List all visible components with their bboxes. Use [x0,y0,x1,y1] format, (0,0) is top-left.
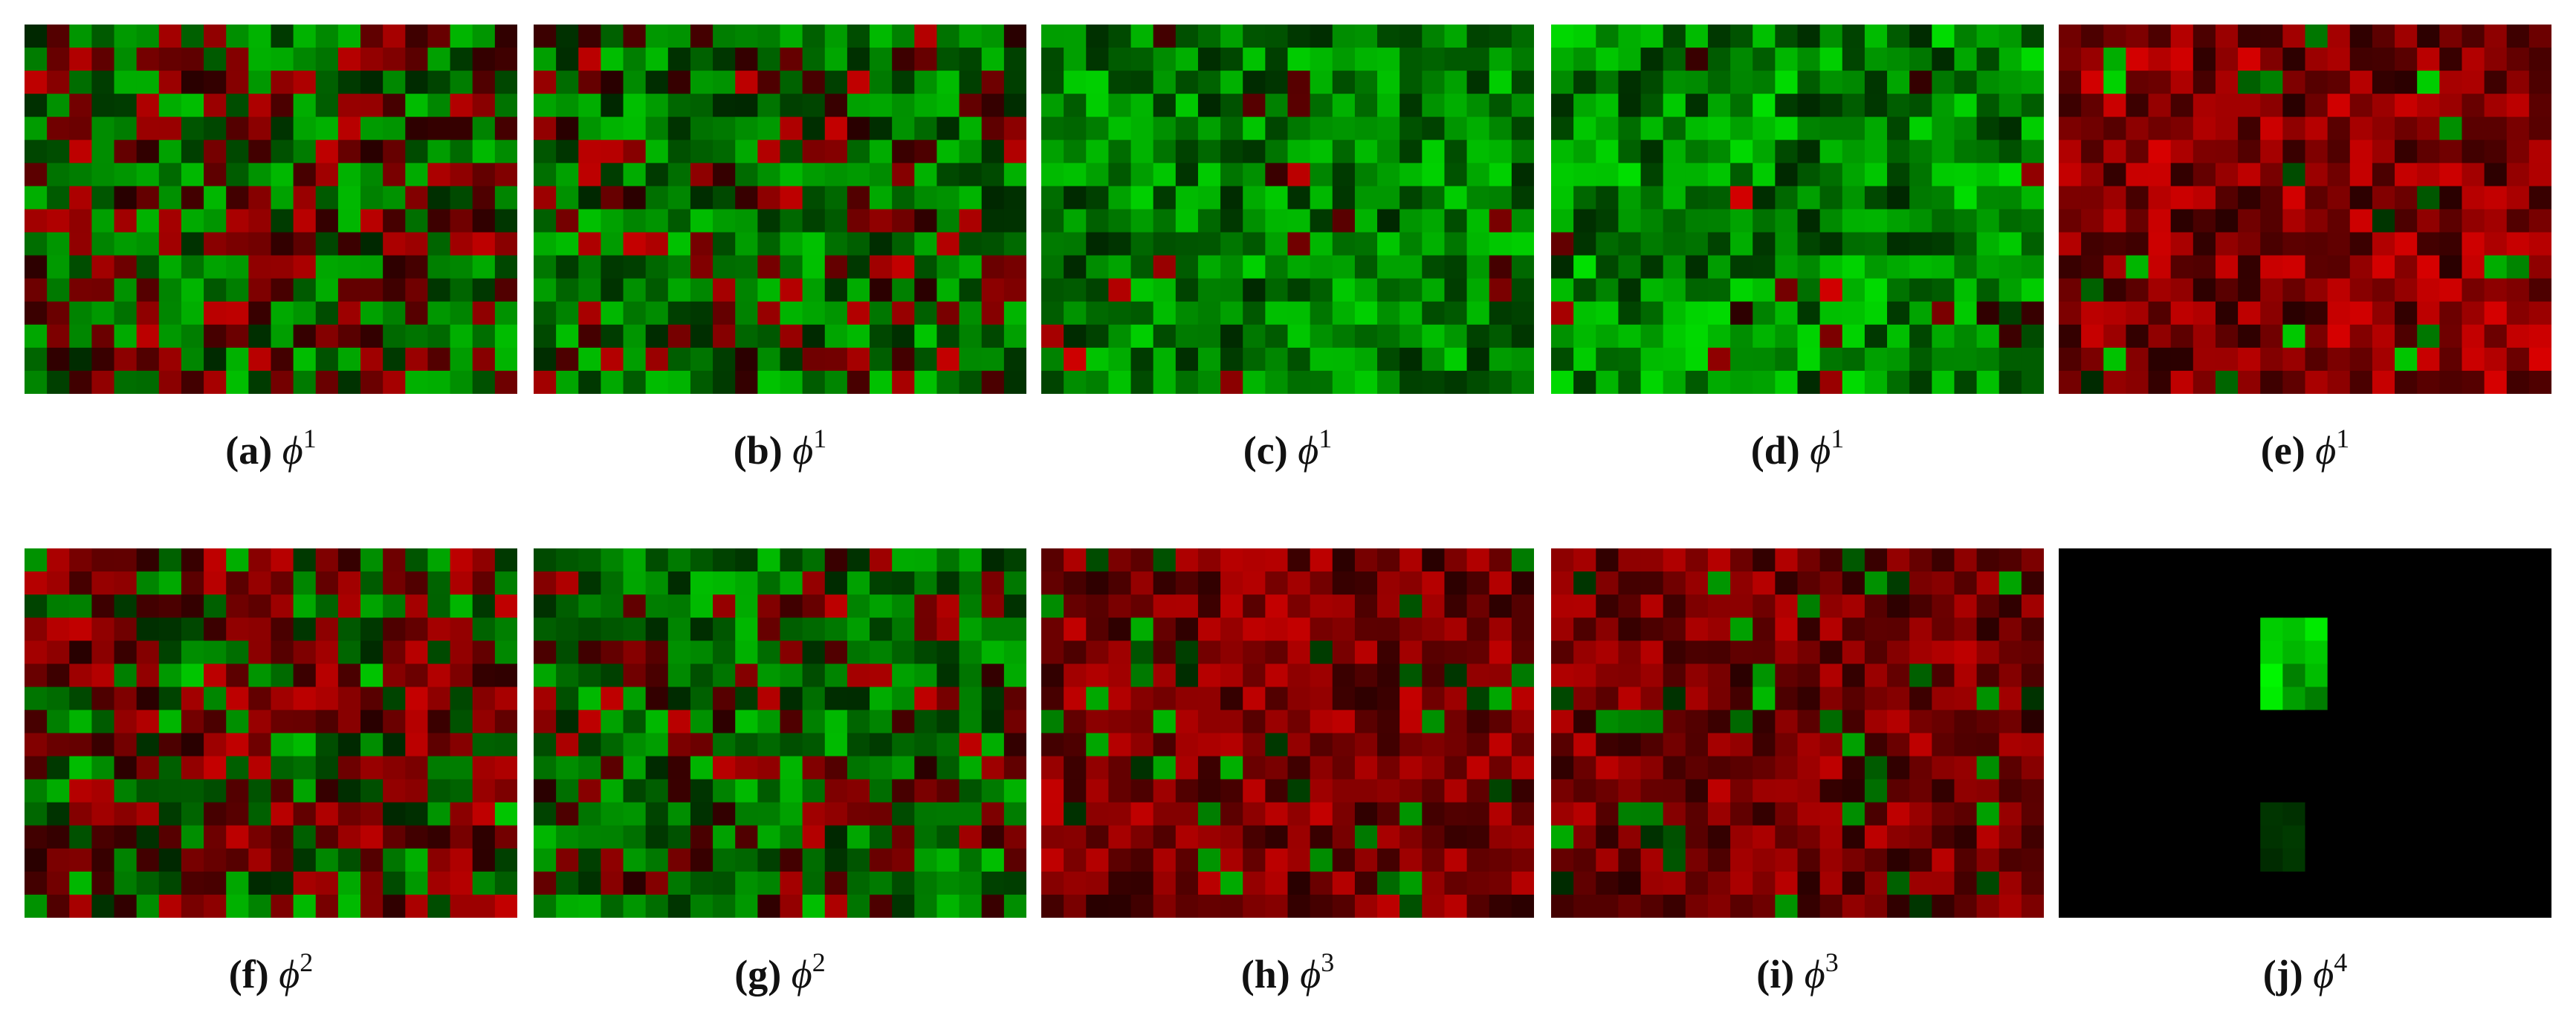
caption: (f) ϕ2 [25,949,517,997]
caption-symbol: ϕ [2315,428,2337,473]
feature-map [534,548,1026,918]
caption-superscript: 1 [302,424,317,453]
caption-superscript: 2 [300,947,314,977]
caption-symbol: ϕ [1810,428,1831,473]
caption-label: (a) [225,428,273,473]
caption-superscript: 1 [1318,424,1333,453]
caption-symbol: ϕ [1300,952,1321,997]
caption-label: (d) [1750,428,1800,473]
feature-map [1551,25,2044,394]
caption-superscript: 1 [1831,424,1845,453]
caption-superscript: 3 [1825,947,1839,977]
caption-label: (c) [1243,428,1288,473]
caption: (c) ϕ1 [1041,424,1534,473]
caption-label: (f) [228,952,269,997]
caption-label: (j) [2262,952,2303,997]
feature-map [2059,548,2551,918]
caption: (d) ϕ1 [1551,424,2044,473]
feature-map [534,25,1026,394]
feature-map [25,25,517,394]
caption-symbol: ϕ [1804,952,1825,997]
caption-symbol: ϕ [2313,952,2334,997]
caption-superscript: 2 [812,947,826,977]
feature-map [1041,548,1534,918]
feature-map [25,548,517,918]
caption-label: (i) [1756,952,1795,997]
feature-map [1551,548,2044,918]
caption: (a) ϕ1 [25,424,517,473]
caption-superscript: 4 [2334,947,2348,977]
caption-symbol: ϕ [1298,428,1319,473]
caption-symbol: ϕ [791,952,812,997]
caption-label: (h) [1240,952,1290,997]
feature-map [1041,25,1534,394]
caption-label: (b) [733,428,783,473]
feature-map [2059,25,2551,394]
caption: (h) ϕ3 [1041,949,1534,997]
caption-superscript: 1 [2336,424,2350,453]
caption-label: (e) [2260,428,2305,473]
caption-symbol: ϕ [279,952,300,997]
caption: (i) ϕ3 [1551,949,2044,997]
caption: (j) ϕ4 [2059,949,2551,997]
caption-superscript: 3 [1321,947,1335,977]
caption: (e) ϕ1 [2059,424,2551,473]
caption-label: (g) [734,952,782,997]
caption-symbol: ϕ [792,428,814,473]
caption-superscript: 1 [813,424,827,453]
caption: (b) ϕ1 [534,424,1026,473]
caption-symbol: ϕ [282,428,303,473]
caption: (g) ϕ2 [534,949,1026,997]
